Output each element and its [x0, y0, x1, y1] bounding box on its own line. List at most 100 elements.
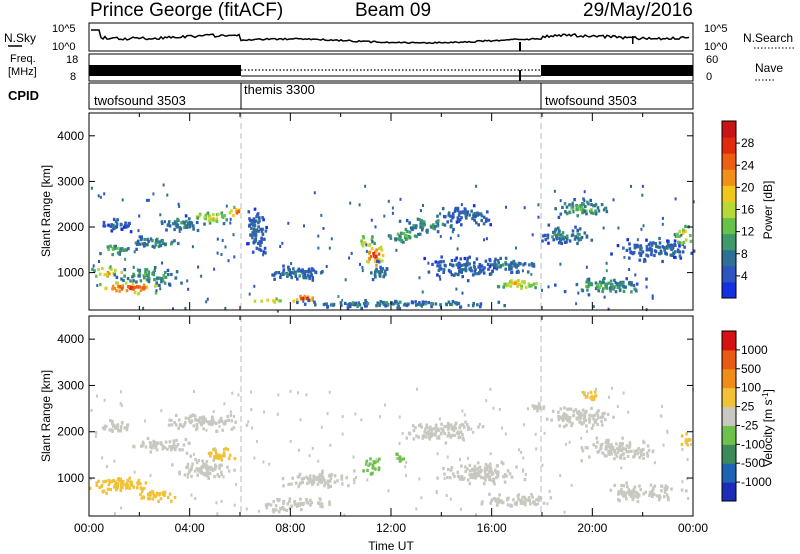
range-gate-cell-12 [247, 210, 251, 214]
range-gate-cell-17 [649, 483, 653, 487]
range-gate-cell-12 [261, 216, 264, 220]
range-gate-cell-9 [299, 294, 302, 298]
noise-cell [586, 429, 588, 433]
range-gate-cell-4 [184, 420, 187, 425]
noise-cell [218, 425, 221, 428]
noise-cell [133, 250, 136, 254]
range-gate-cell-12 [437, 436, 441, 440]
range-gate-cell-7 [173, 227, 176, 232]
range-gate-cell-27 [314, 303, 317, 307]
range-gate-cell-13 [492, 479, 495, 484]
time-axis-label: Time UT [368, 539, 414, 553]
noise-cell [222, 475, 225, 479]
range-gate-cell-5 [215, 219, 219, 224]
range-gate-cell-27 [439, 303, 442, 307]
range-gate-cell-23 [576, 241, 579, 246]
range-gate-cell-15 [596, 422, 599, 426]
range-gate-cell-7 [184, 214, 188, 218]
range-gate-cell-18 [454, 206, 458, 210]
range-gate-cell-12 [255, 246, 259, 250]
range-gate-cell-4 [202, 427, 205, 431]
range-gate-cell-0 [113, 485, 117, 489]
range-gate-cell-2 [161, 279, 165, 283]
noise-cell [361, 266, 364, 269]
range-gate-cell-21 [523, 262, 527, 266]
range-gate-cell-16 [449, 225, 453, 229]
noise-cell [160, 409, 163, 413]
noise-cell [673, 233, 676, 236]
range-gate-cell-19 [589, 390, 593, 394]
range-gate-cell-6 [172, 439, 176, 443]
noise-cell [595, 388, 597, 391]
range-gate-cell-19 [442, 270, 445, 274]
range-gate-cell-8 [272, 510, 275, 514]
range-gate-cell-19 [464, 263, 467, 267]
range-gate-cell-26 [678, 229, 681, 233]
nsearch-tick-top: 10^5 [704, 23, 728, 35]
range-gate-cell-14 [537, 498, 540, 502]
range-gate-cell-16 [418, 218, 421, 222]
range-gate-cell-0 [139, 288, 143, 292]
range-gate-cell-25 [690, 251, 693, 255]
range-gate-cell-1 [166, 495, 170, 500]
range-gate-cell-7 [318, 501, 321, 505]
range-gate-cell-9 [321, 471, 324, 475]
power-heatmap [90, 183, 696, 313]
noise-cell [651, 294, 654, 298]
range-gate-cell-1 [140, 490, 144, 494]
range-gate-cell-0 [112, 478, 115, 483]
range-gate-cell-22 [576, 205, 580, 209]
range-gate-cell-4 [234, 420, 237, 424]
range-gate-cell-18 [460, 216, 463, 220]
colorbar-swatch-0 [722, 281, 736, 299]
colorbar-tick-4: -25 [741, 418, 759, 432]
velocity-colorbar-label: Velocity [m s-1] [761, 389, 776, 467]
range-gate-cell-1 [155, 491, 159, 495]
noise-cell [419, 422, 422, 426]
noise-cell [205, 428, 208, 432]
noise-cell [250, 390, 252, 394]
range-gate-cell-4 [158, 240, 161, 244]
range-gate-cell-11 [305, 276, 308, 280]
noise-cell [220, 253, 223, 256]
noise-cell [492, 406, 495, 410]
range-gate-cell-13 [436, 476, 439, 480]
noise-cell [526, 407, 529, 411]
range-gate-cell-24 [607, 281, 610, 285]
range-gate-cell-15 [378, 260, 381, 264]
range-gate-cell-12 [262, 218, 265, 222]
noise-cell [490, 473, 493, 477]
range-gate-cell-3 [111, 253, 114, 257]
range-gate-cell-11 [314, 270, 317, 274]
range-gate-cell-2 [144, 270, 147, 274]
noise-cell [661, 216, 664, 220]
range-gate-cell-0 [120, 287, 124, 291]
range-gate-cell-9 [309, 477, 312, 481]
range-gate-cell-12 [481, 425, 485, 429]
range-gate-cell-15 [575, 417, 579, 421]
range-gate-cell-2 [190, 465, 194, 469]
range-gate-cell-4 [210, 417, 214, 421]
range-gate-cell-3 [220, 454, 224, 458]
colorbar-swatch-7 [722, 349, 736, 370]
range-gate-cell-12 [425, 423, 428, 427]
range-gate-cell-11 [282, 264, 285, 268]
range-gate-cell-11 [273, 277, 276, 281]
noise-cell [348, 256, 351, 260]
range-gate-cell-17 [634, 490, 638, 494]
range-gate-cell-12 [434, 423, 438, 427]
range-gate-cell-0 [155, 283, 159, 287]
range-gate-cell-1 [168, 492, 172, 496]
range-gate-cell-19 [438, 265, 441, 270]
range-gate-cell-10 [370, 472, 374, 476]
range-gate-cell-12 [257, 225, 260, 229]
range-gate-cell-23 [554, 227, 558, 231]
range-gate-cell-5 [215, 217, 219, 221]
range-gate-cell-25 [639, 248, 642, 252]
range-gate-cell-2 [193, 469, 197, 473]
range-gate-cell-13 [370, 247, 374, 251]
range-gate-cell-2 [164, 275, 168, 279]
range-gate-cell-9 [303, 294, 307, 298]
range-gate-cell-12 [260, 229, 264, 233]
